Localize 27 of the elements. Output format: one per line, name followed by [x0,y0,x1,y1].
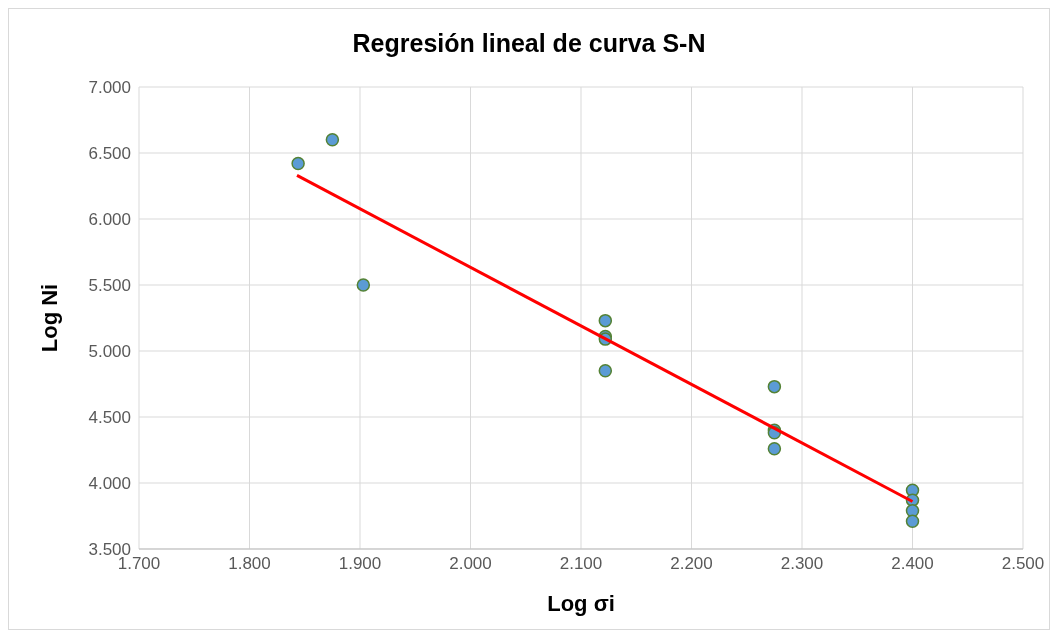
x-tick-label: 2.000 [449,554,492,574]
y-tick-label: 5.000 [88,342,131,362]
x-tick-label: 2.300 [780,554,824,574]
x-tick-label: 2.200 [670,554,713,574]
x-tick-label: 2.500 [1001,554,1045,574]
x-tick-label: 2.400 [891,554,934,574]
y-tick-label: 7.000 [88,78,131,98]
y-tick-label: 5.500 [88,276,131,296]
point [598,313,613,328]
point [767,441,782,456]
point [356,278,371,292]
chart-title: Regresión lineal de curva S-N [351,28,707,59]
x-tick-label: 1.800 [228,554,271,574]
x-tick-label: 2.100 [559,554,603,574]
y-tick-label: 4.500 [88,408,131,428]
point [325,133,340,147]
x-tick-label: 1.900 [338,554,382,574]
point [291,156,305,171]
point [767,379,782,394]
point [905,514,920,529]
y-tick-label: 6.500 [88,144,131,164]
point [598,364,613,378]
y-tick-label: 4.000 [88,474,131,494]
x-axis-title: Log σi [547,591,615,616]
y-tick-label: 6.000 [88,210,131,230]
y-axis-title: Log Ni [36,283,62,353]
point [905,503,920,518]
